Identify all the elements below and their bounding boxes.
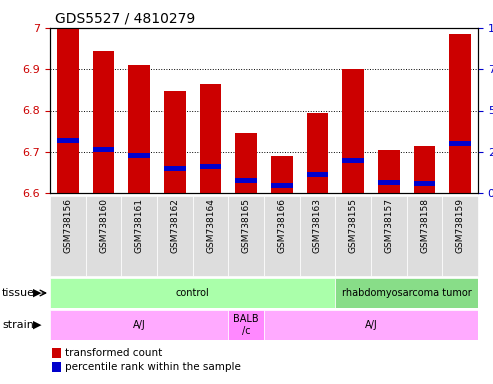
Text: GSM738155: GSM738155 — [349, 199, 357, 253]
Bar — [129, 153, 150, 158]
Bar — [200, 84, 221, 193]
Bar — [307, 172, 328, 177]
Bar — [93, 51, 114, 193]
Text: tissue: tissue — [2, 288, 35, 298]
Bar — [228, 310, 264, 340]
Bar — [164, 91, 185, 193]
Bar — [93, 147, 114, 152]
Bar — [50, 278, 335, 308]
Text: GSM738157: GSM738157 — [385, 199, 393, 253]
Bar — [200, 164, 221, 169]
Text: GSM738158: GSM738158 — [420, 199, 429, 253]
Bar — [335, 196, 371, 276]
Bar — [236, 178, 257, 183]
Bar — [414, 180, 435, 185]
Text: GSM738161: GSM738161 — [135, 199, 143, 253]
Bar — [343, 158, 364, 163]
Bar — [414, 146, 435, 193]
Bar — [271, 183, 292, 188]
Text: GSM738164: GSM738164 — [206, 199, 215, 253]
Bar — [236, 133, 257, 193]
Bar — [307, 113, 328, 193]
Bar — [407, 196, 442, 276]
Bar — [450, 34, 471, 193]
Bar — [50, 196, 86, 276]
Text: ▶: ▶ — [33, 320, 41, 330]
Text: GSM738163: GSM738163 — [313, 199, 322, 253]
Bar — [86, 196, 121, 276]
Bar — [193, 196, 228, 276]
Text: control: control — [176, 288, 210, 298]
Text: A/J: A/J — [365, 320, 377, 330]
Text: A/J: A/J — [133, 320, 145, 330]
Bar — [129, 65, 150, 193]
Bar — [442, 196, 478, 276]
Bar — [271, 156, 292, 193]
Bar — [164, 166, 185, 171]
Bar — [157, 196, 193, 276]
Bar — [121, 196, 157, 276]
Bar — [378, 150, 399, 193]
Text: strain: strain — [2, 320, 34, 330]
Bar — [57, 28, 78, 193]
Bar — [450, 141, 471, 146]
Text: GSM738165: GSM738165 — [242, 199, 250, 253]
Bar — [371, 196, 407, 276]
Text: GSM738162: GSM738162 — [171, 199, 179, 253]
Bar — [50, 310, 228, 340]
Bar — [264, 310, 478, 340]
Text: ▶: ▶ — [33, 288, 41, 298]
Text: BALB
/c: BALB /c — [233, 314, 259, 336]
Text: rhabdomyosarcoma tumor: rhabdomyosarcoma tumor — [342, 288, 471, 298]
Bar — [57, 138, 78, 143]
Text: GSM738159: GSM738159 — [456, 199, 465, 253]
Text: GSM738166: GSM738166 — [278, 199, 286, 253]
Text: GDS5527 / 4810279: GDS5527 / 4810279 — [55, 12, 195, 26]
Text: percentile rank within the sample: percentile rank within the sample — [65, 362, 241, 372]
Bar — [300, 196, 335, 276]
Text: transformed count: transformed count — [65, 348, 162, 358]
Bar — [335, 278, 478, 308]
Bar — [264, 196, 300, 276]
Text: GSM738160: GSM738160 — [99, 199, 108, 253]
Bar — [343, 69, 364, 193]
Bar — [378, 180, 399, 185]
Bar — [228, 196, 264, 276]
Text: GSM738156: GSM738156 — [63, 199, 72, 253]
